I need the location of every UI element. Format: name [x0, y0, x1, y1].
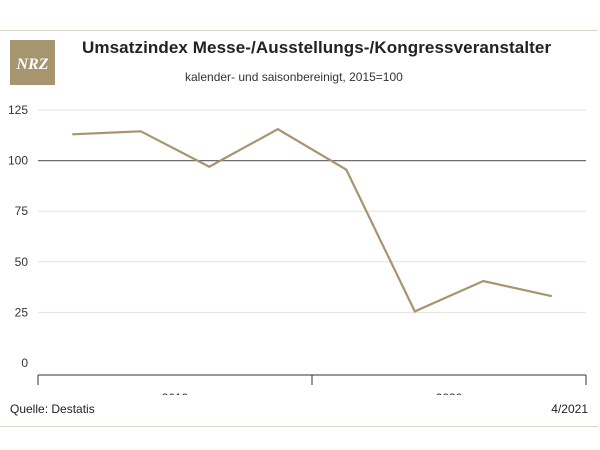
line-chart: 0 25 50 75 100 125 2019 2020	[8, 103, 587, 395]
date-note: 4/2021	[551, 402, 588, 416]
y-tick-label: 75	[15, 204, 29, 218]
x-group-label: 2019	[162, 391, 189, 395]
y-tick-label: 0	[21, 356, 28, 370]
nrz-logo: NRZ	[10, 40, 55, 85]
y-tick-label: 50	[15, 255, 29, 269]
logo-text: NRZ	[16, 56, 49, 73]
y-tick-label: 100	[8, 154, 28, 168]
chart-card	[0, 30, 598, 427]
y-tick-label: 25	[15, 305, 29, 319]
series-line	[72, 127, 553, 313]
y-tick-label: 125	[8, 103, 28, 117]
source-note: Quelle: Destatis	[10, 402, 95, 416]
chart-subtitle: kalender- und saisonbereinigt, 2015=100	[185, 70, 403, 84]
x-group-label: 2020	[436, 391, 463, 395]
chart-title: Umsatzindex Messe-/Ausstellungs-/Kongres…	[82, 38, 552, 57]
nrz-logo-icon: NRZ	[16, 56, 49, 73]
